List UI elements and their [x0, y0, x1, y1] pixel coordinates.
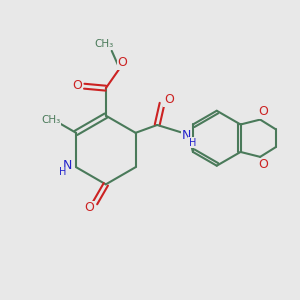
Text: O: O	[118, 56, 128, 69]
Text: N: N	[182, 129, 191, 142]
Text: O: O	[258, 158, 268, 171]
Text: CH₃: CH₃	[94, 39, 113, 49]
Text: O: O	[258, 105, 268, 118]
Text: N: N	[63, 159, 72, 172]
Text: CH₃: CH₃	[42, 115, 61, 125]
Text: H: H	[189, 138, 196, 148]
Text: O: O	[72, 79, 82, 92]
Text: O: O	[164, 93, 174, 106]
Text: O: O	[84, 202, 94, 214]
Text: H: H	[59, 167, 66, 177]
